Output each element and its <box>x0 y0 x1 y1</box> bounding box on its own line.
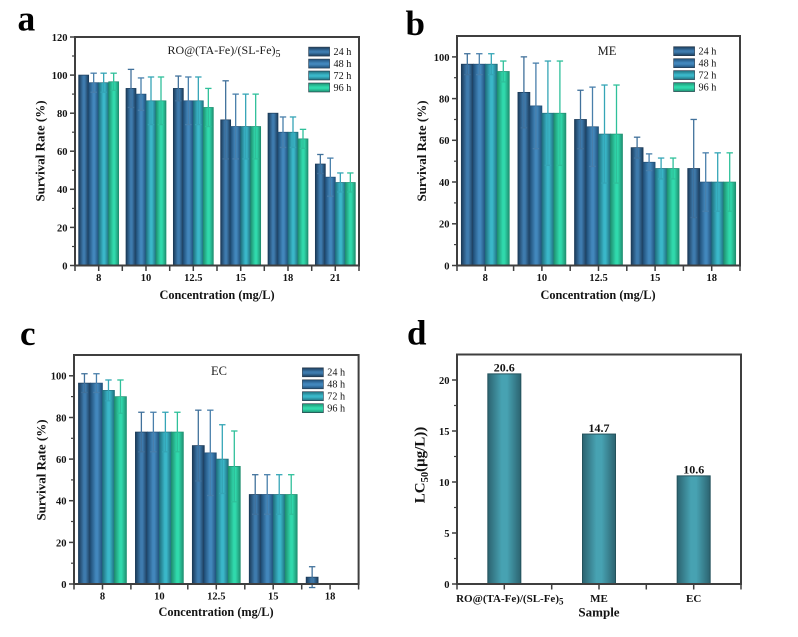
svg-text:40: 40 <box>56 497 67 508</box>
svg-text:EC: EC <box>686 593 701 605</box>
svg-text:Concentration (mg/L): Concentration (mg/L) <box>159 288 274 302</box>
svg-text:20: 20 <box>439 220 450 231</box>
svg-text:10: 10 <box>141 273 152 284</box>
svg-text:d: d <box>407 314 427 353</box>
svg-text:96 h: 96 h <box>327 404 345 415</box>
svg-text:72 h: 72 h <box>699 70 717 81</box>
svg-text:72 h: 72 h <box>334 71 352 82</box>
svg-text:8: 8 <box>483 273 488 284</box>
svg-text:24 h: 24 h <box>699 47 717 58</box>
svg-text:0: 0 <box>444 261 449 272</box>
svg-text:EC: EC <box>211 364 227 378</box>
svg-text:ME: ME <box>598 44 617 58</box>
svg-text:10: 10 <box>439 478 450 489</box>
svg-text:20.6: 20.6 <box>494 361 515 375</box>
svg-text:100: 100 <box>434 53 450 64</box>
svg-text:21: 21 <box>330 273 341 284</box>
svg-text:10: 10 <box>154 592 165 603</box>
svg-text:48 h: 48 h <box>327 380 345 391</box>
svg-text:0: 0 <box>62 261 67 272</box>
svg-text:24 h: 24 h <box>327 368 345 379</box>
svg-text:12.5: 12.5 <box>207 592 225 603</box>
svg-text:60: 60 <box>56 455 67 466</box>
svg-text:96 h: 96 h <box>334 83 352 94</box>
svg-text:b: b <box>406 4 425 43</box>
svg-text:72 h: 72 h <box>327 392 345 403</box>
svg-text:40: 40 <box>439 178 450 189</box>
svg-text:Survival Rate (%): Survival Rate (%) <box>33 100 48 201</box>
svg-text:12.5: 12.5 <box>589 273 607 284</box>
svg-text:ME: ME <box>590 593 608 605</box>
svg-text:24 h: 24 h <box>334 47 352 58</box>
svg-text:Concentration (mg/L): Concentration (mg/L) <box>540 288 655 302</box>
svg-text:8: 8 <box>96 273 101 284</box>
svg-text:8: 8 <box>100 592 105 603</box>
svg-text:80: 80 <box>57 109 68 120</box>
svg-text:15: 15 <box>439 427 450 438</box>
svg-text:15: 15 <box>268 592 279 603</box>
svg-text:a: a <box>18 0 36 39</box>
svg-text:40: 40 <box>57 185 68 196</box>
svg-text:Survival Rate (%): Survival Rate (%) <box>414 100 429 201</box>
svg-text:10.6: 10.6 <box>683 463 704 477</box>
svg-text:48 h: 48 h <box>699 59 717 70</box>
svg-text:Sample: Sample <box>578 605 619 620</box>
svg-text:5: 5 <box>444 529 449 540</box>
svg-text:100: 100 <box>52 71 68 82</box>
svg-text:c: c <box>20 314 36 353</box>
svg-text:18: 18 <box>706 273 717 284</box>
svg-text:48 h: 48 h <box>334 59 352 70</box>
svg-text:RO@(TA-Fe)/(SL-Fe)5: RO@(TA-Fe)/(SL-Fe)5 <box>167 43 280 60</box>
svg-text:20: 20 <box>57 223 68 234</box>
svg-text:18: 18 <box>283 273 294 284</box>
svg-text:100: 100 <box>51 372 67 383</box>
svg-text:Survival Rate (%): Survival Rate (%) <box>34 419 49 520</box>
svg-text:12.5: 12.5 <box>184 273 202 284</box>
svg-text:80: 80 <box>56 413 67 424</box>
svg-text:RO@(TA-Fe)/(SL-Fe)5: RO@(TA-Fe)/(SL-Fe)5 <box>456 593 564 607</box>
svg-text:0: 0 <box>61 580 66 591</box>
svg-text:18: 18 <box>325 592 336 603</box>
svg-text:60: 60 <box>439 136 450 147</box>
svg-text:120: 120 <box>52 33 68 44</box>
svg-text:10: 10 <box>537 273 548 284</box>
svg-text:96 h: 96 h <box>699 82 717 93</box>
svg-text:15: 15 <box>235 273 246 284</box>
svg-text:0: 0 <box>444 580 449 591</box>
svg-text:Concentration (mg/L): Concentration (mg/L) <box>158 605 273 619</box>
svg-text:LC50(μg/L)): LC50(μg/L)) <box>413 427 432 504</box>
svg-text:60: 60 <box>57 147 68 158</box>
svg-text:14.7: 14.7 <box>589 421 610 435</box>
svg-text:20: 20 <box>56 538 67 549</box>
svg-text:80: 80 <box>439 95 450 106</box>
svg-text:20: 20 <box>439 376 450 387</box>
svg-text:15: 15 <box>650 273 661 284</box>
